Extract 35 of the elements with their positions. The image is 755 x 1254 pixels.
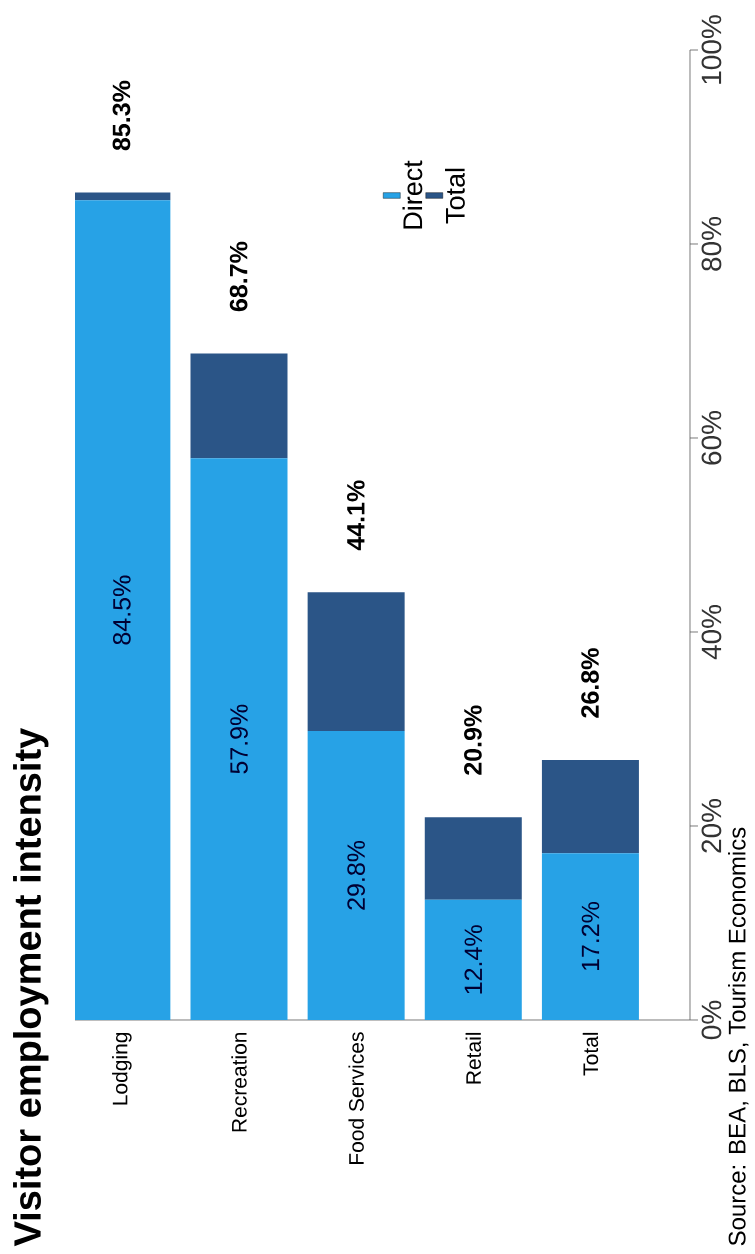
data-label: 29.8% xyxy=(347,840,365,910)
bar xyxy=(190,458,288,1020)
bar xyxy=(541,853,639,1020)
bar xyxy=(424,899,522,1020)
bar xyxy=(307,730,405,1020)
bar xyxy=(307,592,405,731)
data-label: 12.4% xyxy=(464,925,483,994)
legend-label: Total xyxy=(445,168,465,224)
bar xyxy=(190,353,288,459)
text: Visitor employment intensity xyxy=(13,727,49,1247)
x-tick-label: Retail xyxy=(465,1032,481,1084)
bar xyxy=(424,817,522,900)
total-label: 44.1% xyxy=(347,480,365,551)
x-tick-label: Lodging xyxy=(112,1032,132,1105)
x-tick-label: Food Services xyxy=(348,1032,364,1165)
total-label: 68.7% xyxy=(229,241,248,312)
x-tick-label: Recreation xyxy=(231,1032,247,1132)
total-label: 85.3% xyxy=(112,80,131,151)
data-label: 57.9% xyxy=(230,704,248,774)
bar xyxy=(75,192,171,201)
y-tick-label: 80% xyxy=(701,216,722,271)
data-label: 84.5% xyxy=(113,575,131,645)
y-tick-label: 100% xyxy=(701,15,722,84)
data-label: 17.2% xyxy=(581,902,600,971)
x-tick-label: Total xyxy=(582,1032,599,1076)
bar xyxy=(541,760,639,854)
y-tick-label: 20% xyxy=(701,798,722,853)
total-label: 26.8% xyxy=(581,648,599,718)
total-label: 20.9% xyxy=(464,705,482,775)
source-note: Source: BEA, BLS, Tourism Economics xyxy=(728,827,749,1246)
bar xyxy=(75,200,171,1020)
y-tick-label: 0% xyxy=(701,1000,722,1040)
legend-label: Direct xyxy=(402,160,423,229)
y-tick-label: 40% xyxy=(701,604,722,660)
y-tick-label: 60% xyxy=(701,410,722,465)
